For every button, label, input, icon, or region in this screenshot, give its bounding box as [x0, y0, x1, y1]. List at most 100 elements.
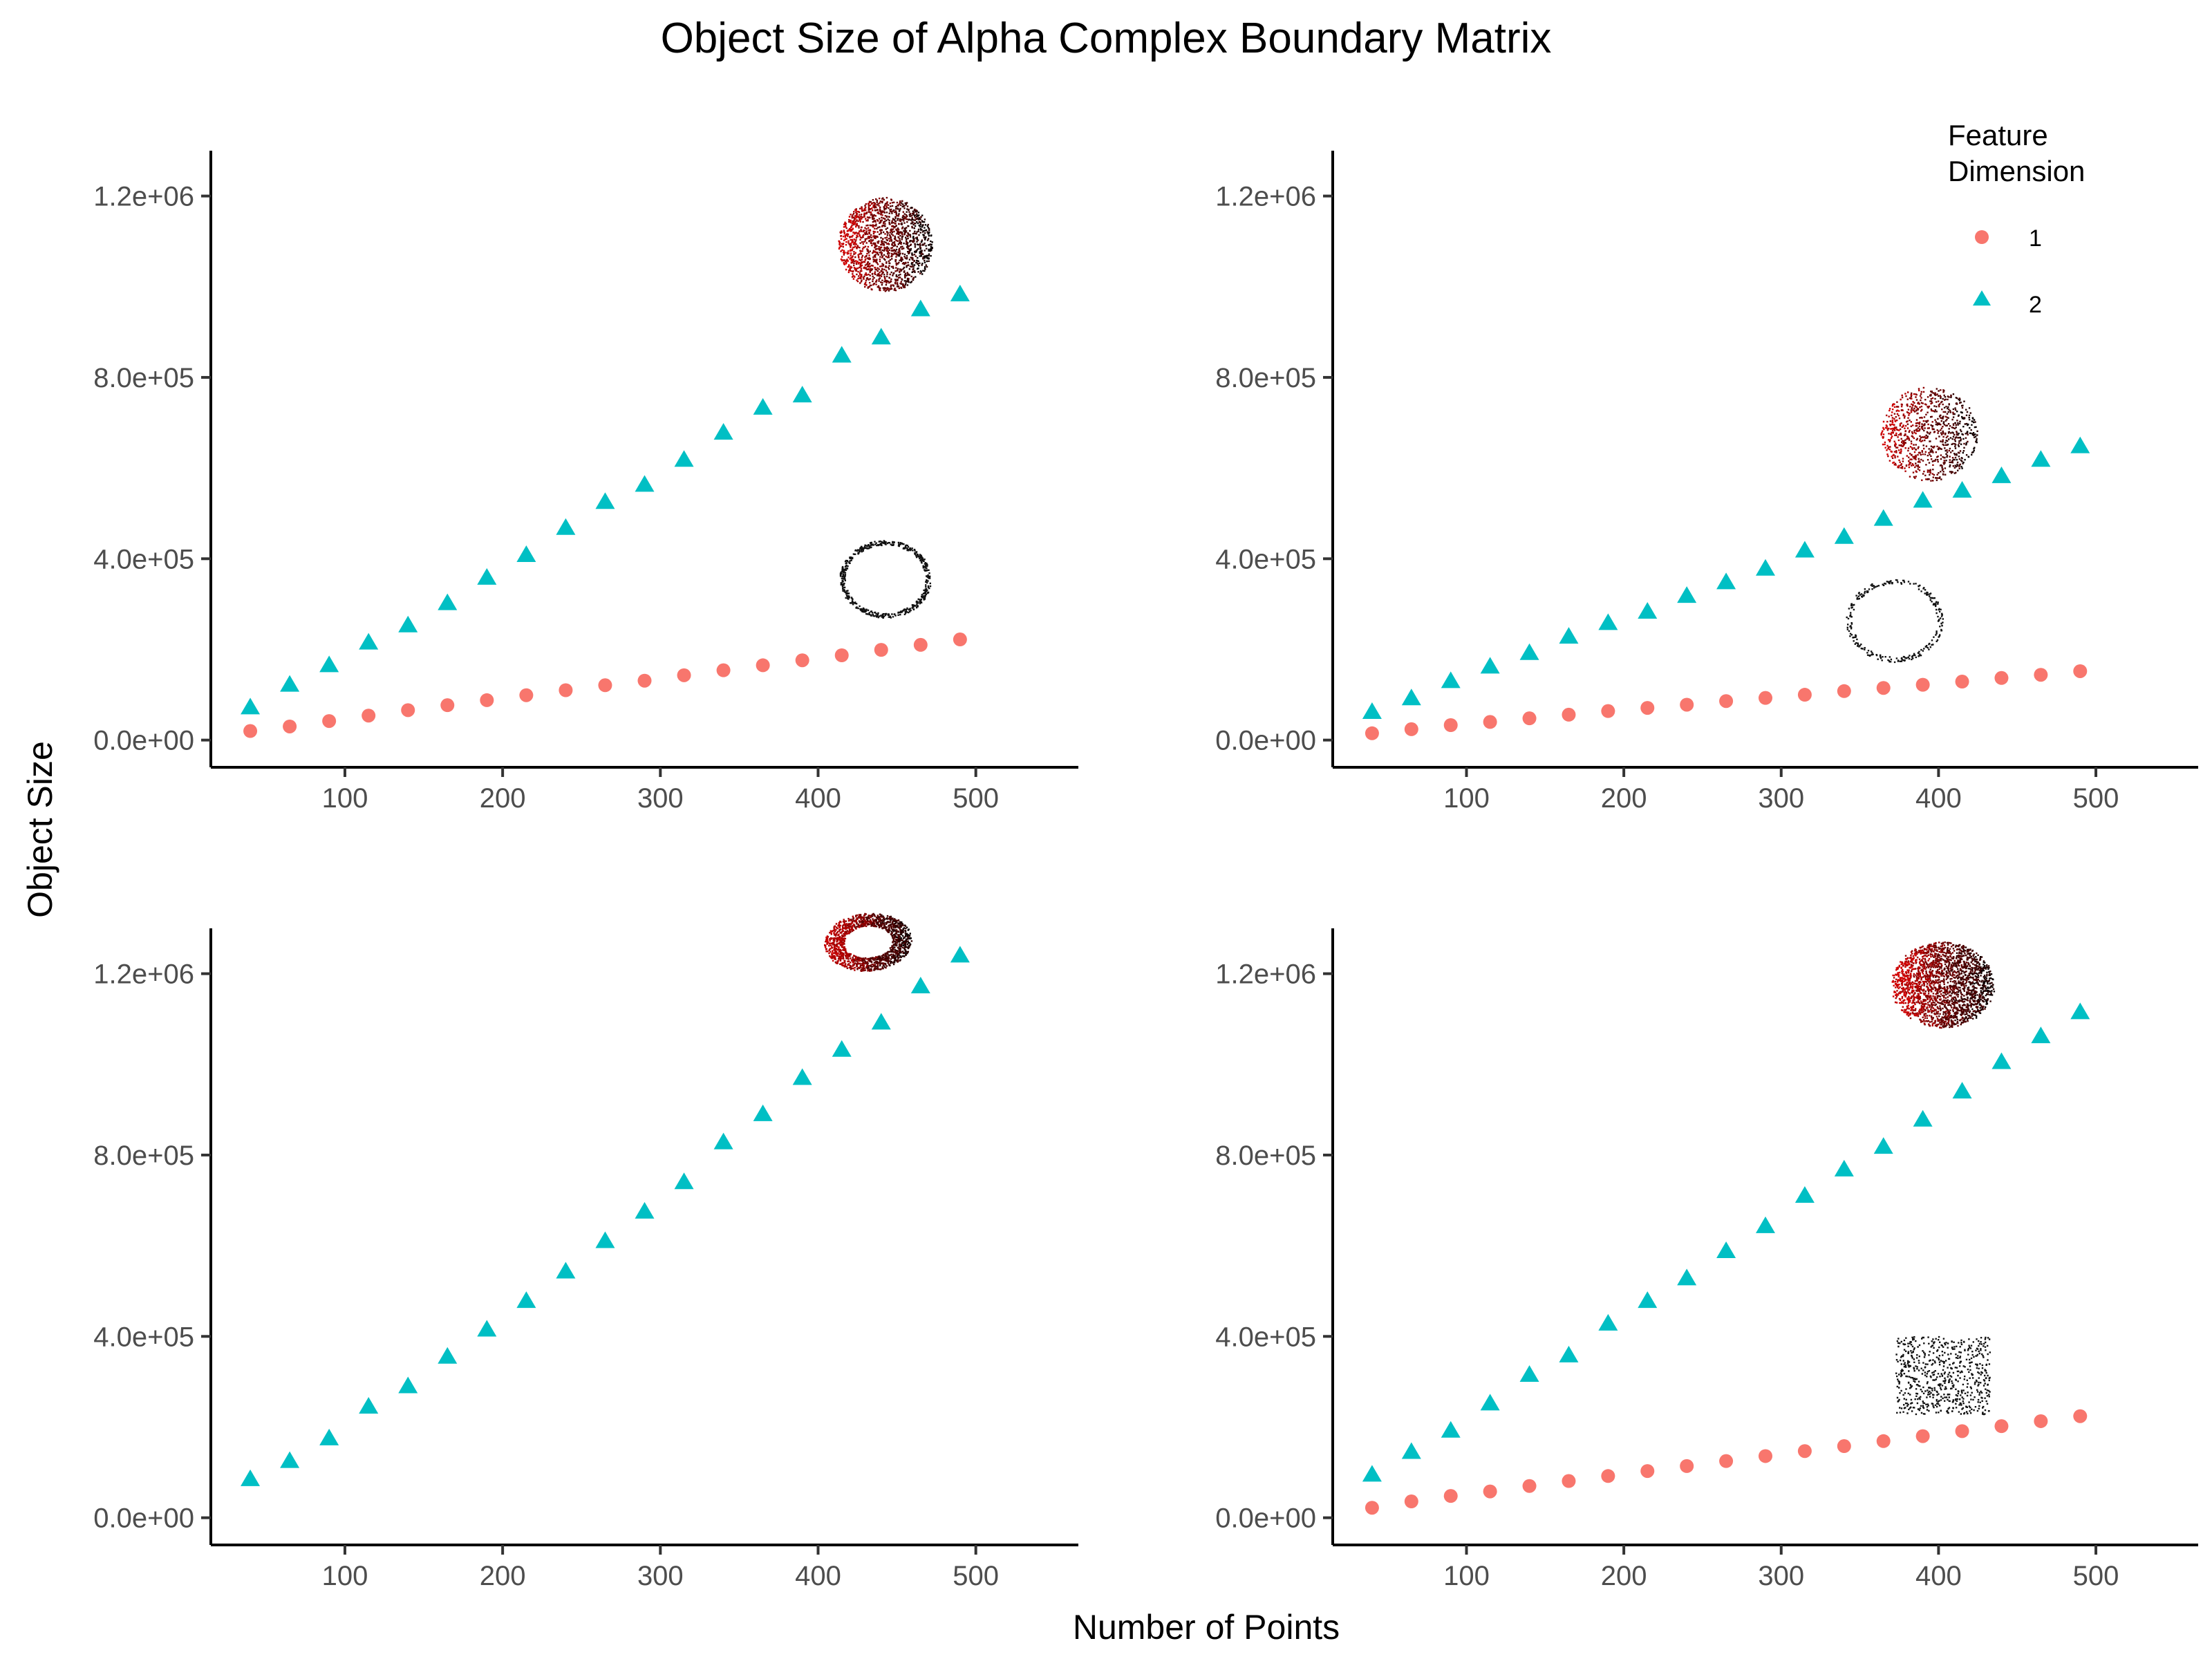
data-point-dim1 — [637, 673, 652, 688]
data-point-dim1 — [1759, 691, 1772, 705]
data-point-dim1 — [559, 683, 573, 697]
data-point-dim2 — [2070, 436, 2090, 453]
inset-points — [839, 540, 932, 619]
series-2 — [1362, 436, 2090, 719]
data-point-dim2 — [319, 655, 339, 673]
legend: Feature Dimension 1 2 — [1948, 119, 2085, 318]
x-tick-label: 200 — [1601, 783, 1647, 814]
inset-points — [824, 915, 861, 971]
data-point-dim2 — [753, 397, 773, 415]
x-tick-label: 400 — [795, 1561, 841, 1591]
data-point-dim1 — [1601, 1469, 1615, 1483]
legend-item-1-label: 1 — [2029, 225, 2042, 252]
data-point-dim1 — [1994, 1419, 2009, 1434]
data-point-dim2 — [1677, 586, 1697, 603]
data-point-dim1 — [1404, 1494, 1418, 1509]
data-point-dim2 — [1559, 627, 1579, 644]
inset-points — [1967, 954, 1996, 1019]
x-tick-label: 100 — [322, 783, 368, 814]
data-point-dim2 — [1638, 1291, 1658, 1309]
legend-item-2-label: 2 — [2029, 292, 2042, 318]
data-point-dim1 — [1562, 707, 1576, 722]
data-point-dim1 — [1443, 718, 1458, 733]
x-tick-label: 300 — [637, 1561, 684, 1591]
data-point-dim1 — [1404, 722, 1418, 736]
data-point-dim2 — [1794, 1185, 1815, 1203]
data-point-dim2 — [280, 675, 300, 692]
data-point-dim2 — [241, 1469, 261, 1486]
data-point-dim2 — [556, 1262, 576, 1279]
data-point-dim2 — [1559, 1345, 1579, 1362]
x-tick-label: 300 — [1758, 1561, 1804, 1591]
data-point-dim2 — [674, 1172, 694, 1190]
data-point-dim1 — [1759, 1449, 1772, 1463]
data-point-dim1 — [598, 678, 612, 693]
inset-points — [1880, 403, 1904, 467]
inset-points — [861, 912, 906, 971]
data-point-dim1 — [795, 653, 809, 668]
data-point-dim1 — [1797, 688, 1812, 702]
data-point-dim1 — [1719, 694, 1734, 709]
data-point-dim2 — [674, 450, 694, 467]
inset-points — [1934, 941, 1986, 1029]
data-point-dim1 — [1955, 1424, 1969, 1438]
data-point-dim2 — [753, 1104, 773, 1121]
panel-top-left: 0.0e+00 4.0e+05 8.0e+05 1.2e+06 100 200 300 400… — [93, 151, 1078, 814]
series-1 — [1365, 1409, 2088, 1515]
data-point-dim2 — [595, 492, 615, 509]
data-point-dim1 — [243, 724, 258, 738]
data-point-dim1 — [1797, 1444, 1812, 1459]
inset-points — [1846, 579, 1944, 664]
inset-points — [1891, 953, 1919, 1017]
y-tick-label: 0.0e+00 — [1215, 1503, 1316, 1534]
x-axis-label: Number of Points — [1072, 1608, 1340, 1647]
data-point-dim2 — [1913, 1109, 1933, 1127]
legend-title-line1: Feature — [1948, 119, 2048, 151]
y-tick-label: 0.0e+00 — [93, 726, 194, 756]
data-point-dim2 — [1952, 480, 1972, 498]
data-point-dim2 — [792, 1068, 812, 1085]
data-point-dim2 — [910, 976, 930, 993]
data-point-dim2 — [1598, 613, 1618, 630]
panel-bottom-right: 0.0e+00 4.0e+05 8.0e+05 1.2e+06 100 200 300 400… — [1215, 928, 2198, 1591]
panel-top-right: 0.0e+00 4.0e+05 8.0e+05 1.2e+06 100 200 300 400… — [1215, 151, 2198, 814]
x-tick-label: 500 — [953, 1561, 999, 1591]
data-point-dim2 — [241, 697, 261, 715]
y-tick-label: 0.0e+00 — [93, 1503, 194, 1534]
x-tick-label: 100 — [1443, 783, 1490, 814]
data-point-dim2 — [1362, 702, 1382, 719]
inset-points — [838, 209, 861, 280]
data-point-dim1 — [1837, 1439, 1851, 1454]
data-point-dim2 — [1716, 572, 1736, 590]
data-point-dim2 — [556, 518, 576, 535]
data-point-dim1 — [1876, 1434, 1891, 1448]
data-point-dim2 — [1873, 509, 1893, 526]
data-point-dim2 — [319, 1428, 339, 1445]
data-point-dim2 — [713, 422, 733, 440]
data-point-dim2 — [1756, 1216, 1775, 1233]
data-point-dim2 — [1716, 1241, 1736, 1258]
inset-point-cloud-torus — [824, 912, 913, 972]
data-point-dim2 — [910, 299, 930, 317]
data-point-dim1 — [756, 658, 770, 673]
x-tick-label: 200 — [1601, 1561, 1647, 1591]
data-point-dim2 — [950, 946, 970, 963]
data-point-dim2 — [1756, 559, 1775, 576]
data-point-dim1 — [716, 663, 731, 677]
inset-points — [863, 196, 908, 292]
data-point-dim1 — [401, 703, 415, 718]
inset-point-cloud-disk — [838, 196, 933, 292]
data-point-dim2 — [1677, 1268, 1697, 1286]
x-tick-label: 400 — [795, 783, 841, 814]
data-point-dim1 — [1640, 701, 1655, 715]
y-tick-label: 4.0e+05 — [1215, 544, 1316, 574]
x-tick-label: 500 — [2073, 1561, 2119, 1591]
data-point-dim2 — [832, 1040, 852, 1057]
data-point-dim2 — [1519, 643, 1539, 660]
data-point-dim1 — [480, 693, 494, 707]
data-point-dim2 — [1441, 671, 1461, 688]
data-point-dim1 — [1640, 1464, 1655, 1479]
series-2 — [1362, 1002, 2090, 1482]
data-point-dim1 — [519, 688, 534, 702]
